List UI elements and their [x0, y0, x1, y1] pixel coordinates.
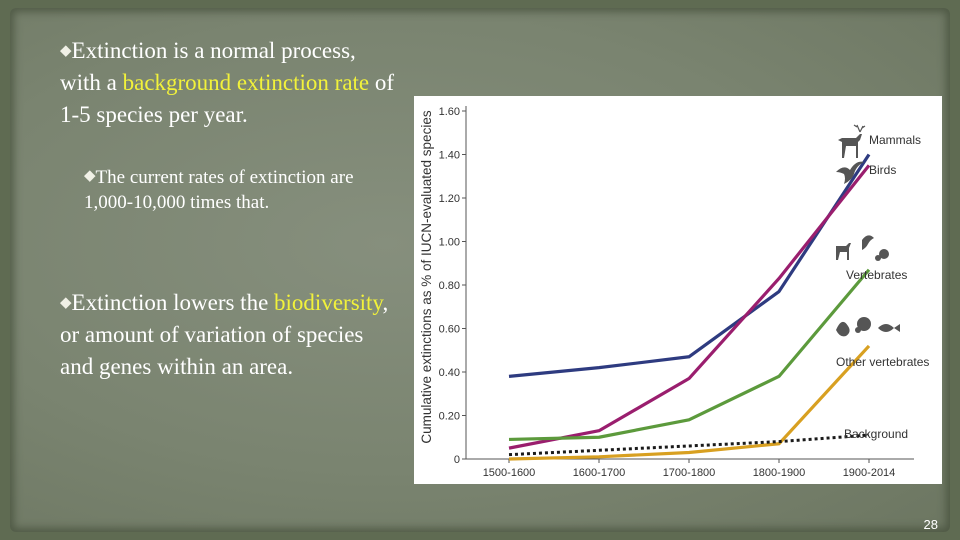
y-tick-label: 1.40	[439, 150, 460, 162]
series-label: Birds	[869, 163, 896, 177]
bullet-icon: ◆	[60, 293, 72, 311]
sub-bullet-current-rates: ◆The current rates of extinction are 1,0…	[84, 163, 384, 215]
x-ticks: 1500-1600 1600-1700 1700-1800 1800-1900 1900…	[483, 459, 896, 479]
chart-svg: Cumulative extinctions as % of IUCN-eval…	[419, 106, 929, 479]
bullet-extinction-normal: ◆Extinction is a normal process, with a …	[60, 34, 400, 131]
x-tick-label: 1600-1700	[573, 467, 626, 479]
bullet-icon: ◆	[60, 41, 72, 59]
animals-icon	[836, 235, 889, 261]
series-line-other-vertebrates	[508, 344, 871, 461]
series-line-background	[508, 433, 870, 457]
x-tick-label: 1500-1600	[483, 467, 536, 479]
bullet1-text-part1: Extinction is a normal process, with a	[60, 38, 356, 95]
y-tick-label: 1.20	[439, 193, 460, 205]
series-label: Vertebrates	[846, 268, 907, 282]
bullet-biodiversity: ◆Extinction lowers the biodiversity, or …	[60, 286, 400, 383]
bullet2-text: The current rates of extinction are 1,00…	[84, 167, 354, 213]
deer-icon	[838, 124, 866, 158]
y-tick-label: 0.20	[439, 411, 460, 423]
y-tick-label: 1.60	[439, 106, 460, 118]
y-tick-label: 0.80	[439, 280, 460, 292]
extinction-chart: Cumulative extinctions as % of IUCN-eval…	[414, 96, 942, 484]
bullet3-highlight: biodiversity	[274, 290, 383, 315]
reptile-frog-fish-icon	[836, 317, 900, 337]
bullet1-highlight: background extinction rate	[122, 70, 370, 95]
x-tick-label: 1700-1800	[663, 467, 716, 479]
y-tick-label: 0	[454, 454, 460, 466]
series-line-mammals	[508, 153, 871, 378]
y-ticks: 0 0.20 0.40 0.60 0.80 1.00 1.20 1.40 1.60	[439, 106, 466, 466]
bird-icon	[836, 161, 864, 184]
series-label: Background	[844, 427, 908, 441]
bullet1-text-part2: of 1-5 species per year.	[60, 70, 395, 127]
y-axis-label: Cumulative extinctions as % of IUCN-eval…	[419, 110, 434, 443]
series-line-vertebrates	[508, 268, 871, 442]
y-tick-label: 0.40	[439, 367, 460, 379]
page-number: 28	[923, 517, 938, 532]
bullet3-text-part1: Extinction lowers the	[71, 290, 275, 315]
sub-bullet-icon: ◆	[84, 166, 96, 184]
y-tick-label: 0.60	[439, 324, 460, 336]
series-lines	[508, 153, 871, 461]
x-tick-label: 1800-1900	[753, 467, 806, 479]
series-labels: Mammals Birds Vertebrates Other vertebrates…	[836, 133, 929, 441]
x-tick-label: 1900-2014	[843, 467, 896, 479]
y-tick-label: 1.00	[439, 237, 460, 249]
series-label: Other vertebrates	[836, 355, 929, 369]
series-label: Mammals	[869, 133, 921, 147]
bullet3-text-part2: , or amount of variation of species and …	[60, 290, 389, 379]
